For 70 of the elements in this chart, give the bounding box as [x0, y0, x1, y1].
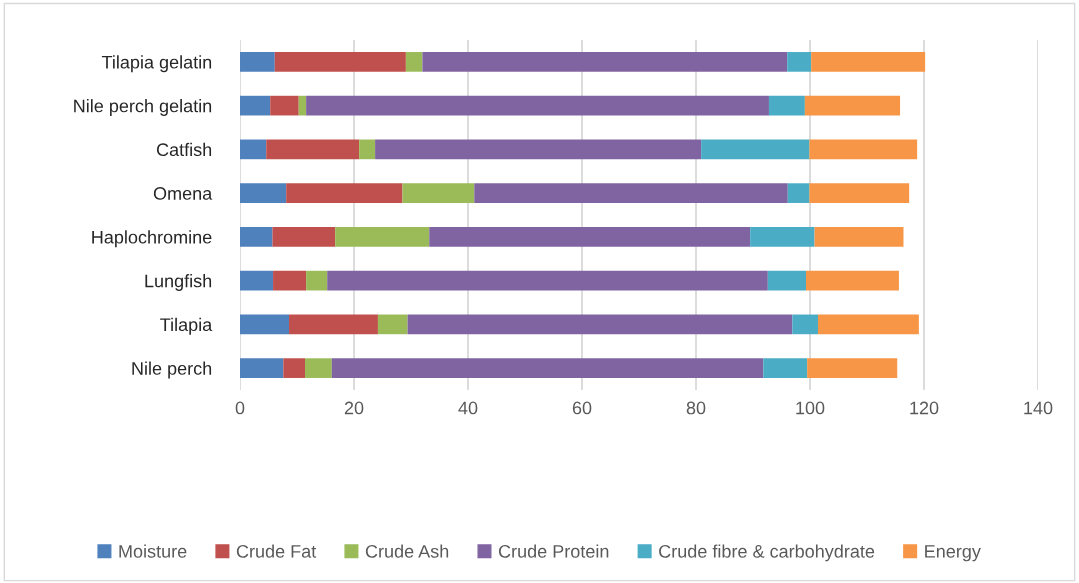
bar [811, 52, 926, 72]
bar [240, 227, 273, 247]
bar [806, 270, 899, 291]
bar [240, 95, 271, 116]
bar [283, 358, 305, 378]
legend-label: Crude Ash [365, 544, 449, 558]
y-tick-label: Omena [153, 187, 213, 200]
x-tick-label: 0 [235, 401, 245, 415]
bar [289, 314, 378, 335]
bar [701, 139, 810, 160]
x-tick-label: 100 [796, 401, 825, 415]
bar [304, 358, 332, 378]
x-tick-label: 80 [686, 401, 706, 415]
bar [240, 183, 287, 203]
bar [377, 314, 408, 335]
x-tick-label: 120 [910, 401, 939, 415]
bar [402, 183, 475, 203]
legend-label: Crude Fat [236, 544, 317, 558]
bar [306, 270, 328, 291]
bar [474, 183, 788, 203]
y-tick-label: Lungfish [145, 274, 212, 291]
bar [335, 227, 430, 247]
y-tick-label: Tilapia [160, 317, 213, 335]
bar [807, 358, 898, 378]
bar [272, 227, 336, 247]
bar [787, 183, 810, 203]
x-tick-label: 60 [572, 401, 592, 415]
x-tick-label: 20 [344, 401, 364, 415]
bar [407, 314, 793, 335]
y-tick-label: Haplochromine [92, 230, 212, 248]
bar [266, 139, 360, 160]
bar [375, 139, 702, 160]
bar [767, 270, 807, 291]
bar [298, 95, 307, 116]
bar [240, 270, 274, 291]
legend-label: Crude fibre & carbohydrate [659, 544, 875, 562]
bar [273, 270, 307, 291]
bar [792, 314, 818, 335]
bar [809, 183, 910, 203]
bar [240, 358, 284, 378]
bar [240, 52, 275, 72]
legend-label: Crude Protein [498, 544, 609, 558]
bar [331, 358, 764, 378]
bar [327, 270, 768, 291]
bar [750, 227, 815, 247]
bar [359, 139, 376, 160]
bar [270, 95, 299, 116]
bar [809, 139, 918, 160]
bar [817, 314, 919, 335]
bar [306, 95, 769, 116]
legend-label: Energy [925, 545, 981, 562]
bar [768, 95, 805, 116]
bar [763, 358, 808, 378]
bar [804, 95, 901, 116]
bar [274, 52, 406, 72]
bar [787, 52, 812, 72]
bar [286, 183, 403, 203]
x-tick-label: 40 [458, 401, 478, 415]
bar [240, 314, 290, 335]
bar [422, 52, 788, 72]
legend-label: Moisture [119, 544, 187, 558]
y-tick-label: Nile perch [132, 361, 212, 379]
x-tick-label: 140 [1024, 401, 1053, 415]
bar [429, 227, 751, 247]
bar [405, 52, 423, 72]
y-tick-label: Nile perch gelatin [74, 99, 212, 116]
y-tick-label: Catfish [156, 142, 212, 157]
bar [240, 139, 267, 160]
y-tick-label: Tilapia gelatin [101, 55, 212, 73]
bar [814, 227, 904, 247]
